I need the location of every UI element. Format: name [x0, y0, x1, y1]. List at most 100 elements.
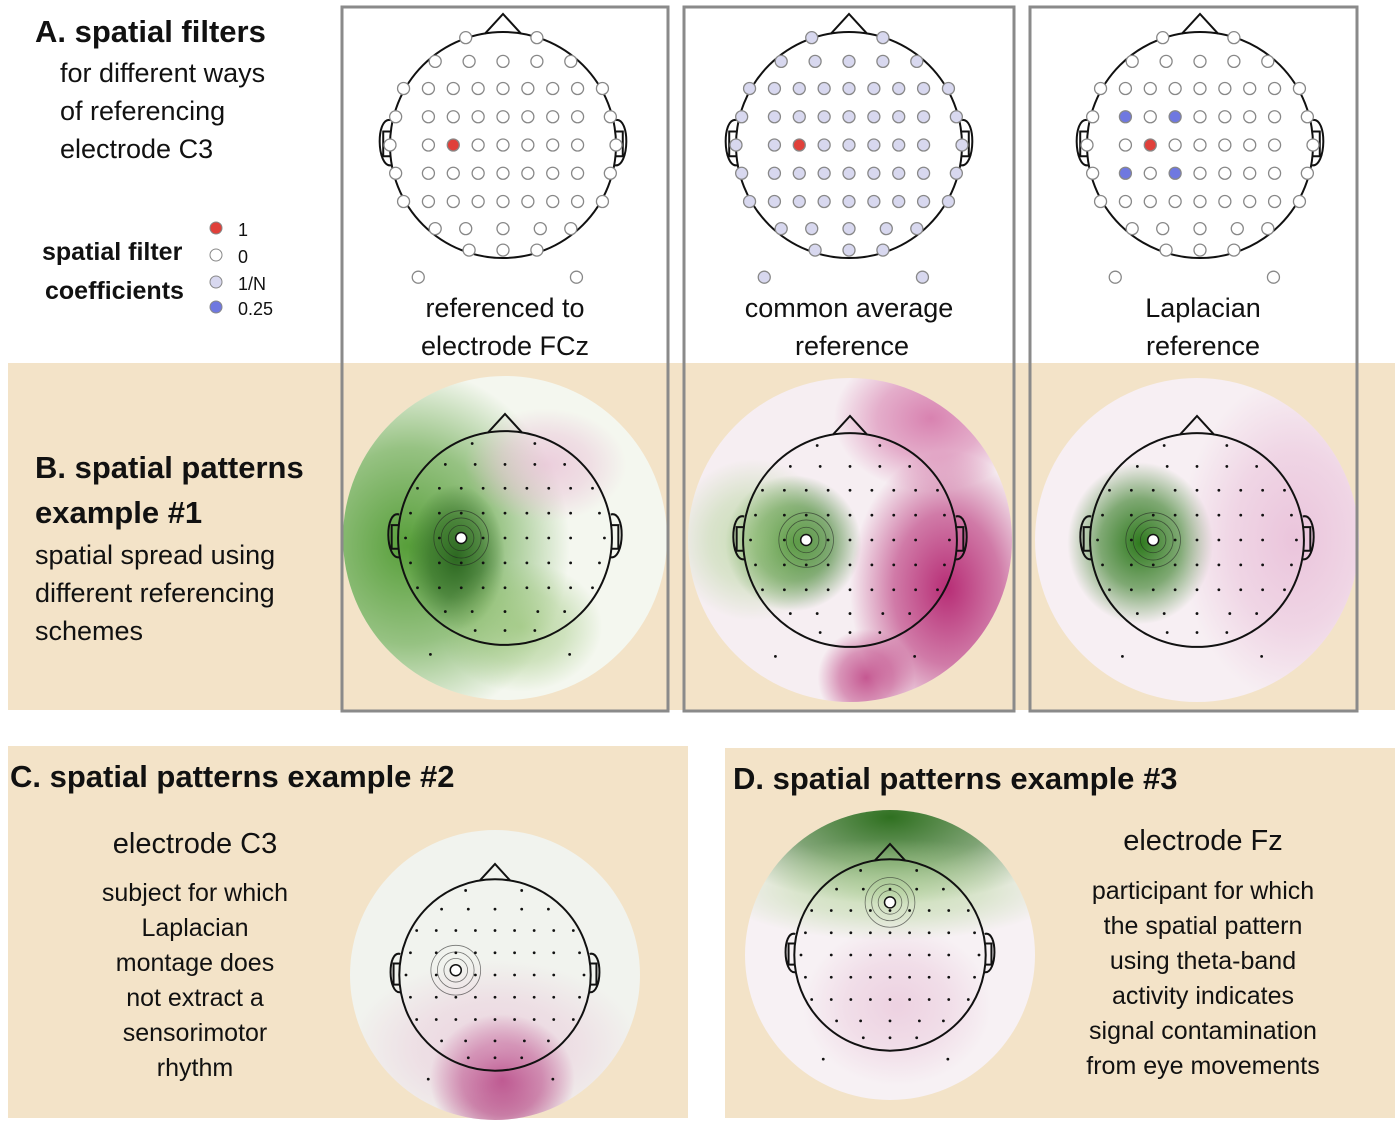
electrode-dot	[578, 951, 581, 955]
electrode	[1266, 270, 1281, 284]
electrode	[808, 54, 822, 69]
electrode-dot	[1165, 631, 1169, 634]
electrode-dot	[434, 995, 438, 999]
electrode-dot	[525, 486, 529, 490]
topoplot	[343, 376, 667, 700]
electrode-dot	[520, 889, 524, 892]
description: not extract a	[126, 984, 264, 1012]
electrode-dot	[915, 1036, 919, 1040]
nose	[873, 842, 907, 862]
electrode-dot	[848, 513, 852, 517]
electrode-dot	[826, 588, 830, 592]
topoplot	[745, 810, 1035, 1100]
description: different referencing	[35, 578, 275, 608]
electrode-dot	[754, 513, 757, 517]
electrode-dot	[532, 973, 536, 977]
contour-line	[443, 957, 468, 983]
electrode	[1193, 138, 1207, 152]
electrode	[388, 166, 403, 180]
electrode-dot	[1096, 538, 1099, 542]
reference-electrode	[883, 896, 897, 909]
electrode-dot	[454, 951, 458, 955]
electrode-dot	[804, 488, 808, 492]
electrode-dot	[913, 654, 917, 658]
electrode-dot	[552, 1018, 556, 1021]
column-label: common average	[745, 293, 954, 323]
electrode-dot	[848, 612, 852, 615]
electrode	[1193, 81, 1207, 96]
electrode	[421, 138, 436, 152]
electrode	[1168, 166, 1182, 180]
electrode	[817, 81, 831, 96]
electrode	[446, 81, 460, 96]
electrode	[808, 243, 822, 257]
electrode-dot	[829, 975, 833, 979]
electrode-dot	[810, 998, 814, 1001]
electrode-dot	[848, 488, 852, 492]
electrode-dot	[1239, 588, 1243, 592]
electrode-dot	[551, 1077, 555, 1081]
electrode	[1143, 166, 1157, 180]
topo-blob	[688, 459, 834, 621]
electrode-dot	[520, 1056, 524, 1060]
electrode-dot	[1173, 513, 1177, 517]
electrode-dot	[1225, 465, 1229, 468]
topo-blob	[1067, 462, 1214, 625]
electrode-dot	[942, 887, 945, 891]
ear	[1075, 119, 1089, 167]
electrode-dot	[892, 538, 896, 542]
electrode-dot	[437, 511, 441, 515]
electrode-dot	[835, 887, 838, 891]
electrode	[1080, 138, 1094, 152]
electrode-dot	[826, 538, 830, 542]
electrode	[842, 194, 856, 209]
electrode-dot	[459, 486, 463, 490]
electrode	[595, 194, 610, 209]
column-label: electrode FCz	[421, 331, 589, 361]
electrode	[941, 81, 956, 96]
electrode	[916, 166, 931, 180]
electrode-dot	[552, 973, 556, 977]
topo-blob	[817, 629, 915, 702]
electrode-dot	[1173, 588, 1177, 592]
electrode-dot	[878, 444, 882, 447]
electrode-dot	[869, 909, 872, 912]
electrode	[767, 166, 782, 180]
electrode-dot	[870, 488, 874, 492]
electrode	[1159, 243, 1173, 257]
electrode-dot	[578, 995, 581, 999]
electrode-dot	[892, 588, 896, 592]
ear	[984, 932, 996, 974]
electrode-dot	[532, 929, 536, 932]
contour-line	[1140, 526, 1167, 554]
electrode-dot	[908, 975, 911, 979]
electrode-dot	[1195, 513, 1199, 517]
electrode-dot	[1173, 538, 1177, 542]
electrode	[1193, 221, 1207, 236]
topo-blob	[440, 562, 603, 692]
electrode	[1292, 81, 1307, 96]
electrode	[1168, 81, 1182, 96]
electrode	[842, 54, 856, 69]
electrode	[446, 166, 460, 180]
electrode-dot	[416, 486, 419, 490]
electrode-dot	[914, 513, 918, 517]
electrode-dot	[1225, 444, 1229, 447]
nose	[832, 414, 868, 436]
ear	[378, 119, 392, 167]
head-outline	[1089, 432, 1305, 648]
electrode	[1218, 81, 1232, 96]
legend-swatch	[209, 300, 223, 314]
electrode-dot	[525, 561, 529, 565]
electrode	[471, 194, 485, 209]
electrode-dot	[870, 563, 874, 567]
electrode	[817, 194, 831, 209]
electrode	[1243, 110, 1257, 124]
electrode-dot	[908, 998, 911, 1001]
electrode	[792, 194, 806, 209]
legend-label: 0	[238, 247, 248, 267]
contour-line	[1125, 512, 1181, 568]
electrode-dot	[810, 909, 814, 912]
electrode	[421, 110, 436, 124]
legend-label: 1/N	[238, 274, 266, 294]
